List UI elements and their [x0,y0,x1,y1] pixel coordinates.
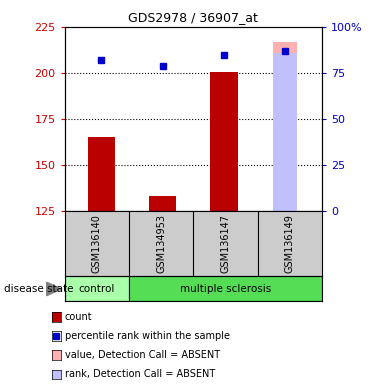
Text: multiple sclerosis: multiple sclerosis [180,284,271,294]
Bar [88,137,115,211]
Bar [149,197,176,211]
Bar [129,276,322,301]
Bar [273,53,297,211]
Text: GSM134953: GSM134953 [156,214,166,273]
Polygon shape [47,282,61,296]
Bar [65,276,129,301]
Text: rank, Detection Call = ABSENT: rank, Detection Call = ABSENT [65,369,215,379]
Text: GSM136140: GSM136140 [92,214,102,273]
Text: control: control [79,284,115,294]
Text: count: count [65,312,92,322]
Text: GSM136149: GSM136149 [285,214,295,273]
Title: GDS2978 / 36907_at: GDS2978 / 36907_at [128,11,258,24]
Bar [273,41,297,211]
Text: GSM136147: GSM136147 [221,214,231,273]
Bar [210,72,238,211]
Text: value, Detection Call = ABSENT: value, Detection Call = ABSENT [65,350,220,360]
Text: percentile rank within the sample: percentile rank within the sample [65,331,230,341]
Text: disease state: disease state [4,284,73,294]
